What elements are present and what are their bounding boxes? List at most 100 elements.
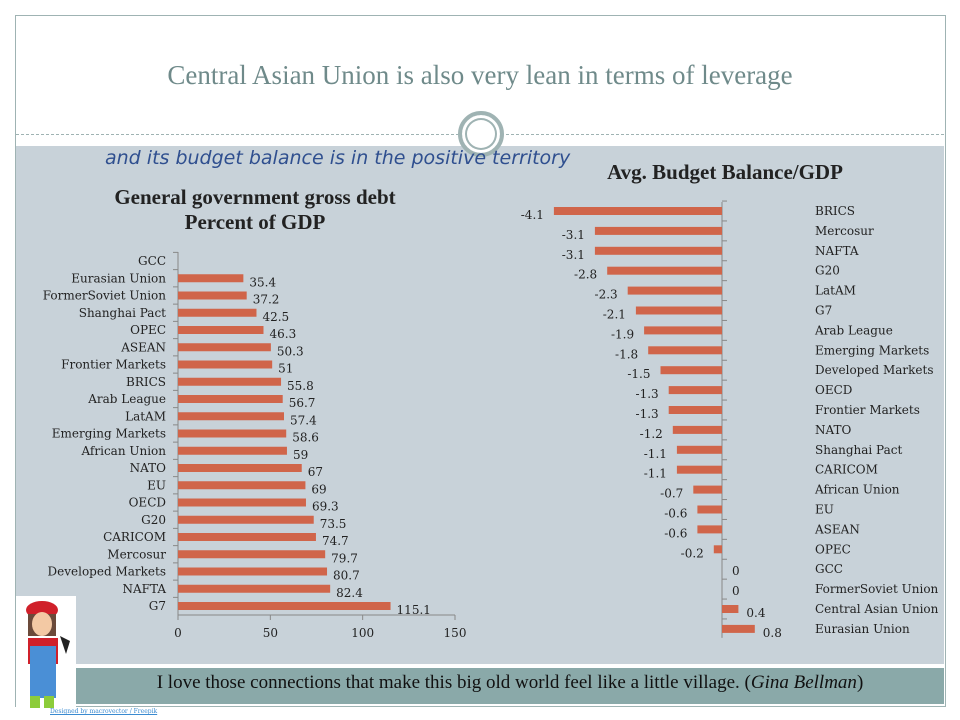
slide-title: Central Asian Union is also very lean in… <box>167 60 793 90</box>
category-label: OPEC <box>815 542 851 556</box>
bar <box>635 306 722 315</box>
bar <box>178 429 287 438</box>
category-label: ASEAN <box>814 522 860 536</box>
data-label: 79.7 <box>331 551 358 565</box>
bar <box>178 412 284 421</box>
bar <box>660 366 722 375</box>
category-label: BRICS <box>815 204 855 218</box>
content-area <box>16 146 944 664</box>
data-label: 0.4 <box>746 606 765 620</box>
category-label: NAFTA <box>815 244 859 258</box>
quote-author: Gina Bellman <box>750 672 857 693</box>
data-label: -0.7 <box>660 487 683 501</box>
data-label: 51 <box>278 362 293 376</box>
data-label: 69.3 <box>312 500 339 514</box>
data-label: -3.1 <box>562 228 585 242</box>
category-label: OECD <box>129 496 166 510</box>
bar <box>627 286 722 295</box>
bar <box>553 207 722 215</box>
category-label: NATO <box>815 423 852 437</box>
data-label: 35.4 <box>249 275 276 289</box>
category-label: Arab League <box>814 323 893 337</box>
bar <box>178 326 264 334</box>
chart-title-budget: Avg. Budget Balance/GDP <box>607 160 843 184</box>
gardener-illustration <box>16 596 76 714</box>
category-label: Eurasian Union <box>71 271 166 285</box>
data-label: -1.8 <box>615 347 638 361</box>
bar <box>594 246 722 255</box>
category-label: BRICS <box>126 375 166 389</box>
category-label: Arab League <box>87 392 166 406</box>
category-label: OPEC <box>130 323 166 337</box>
data-label: 59 <box>293 448 308 462</box>
bar <box>178 498 306 507</box>
bar <box>178 533 316 541</box>
category-label: African Union <box>80 444 166 458</box>
category-label: Developed Markets <box>48 565 166 579</box>
bar <box>178 274 244 283</box>
data-label: -1.1 <box>644 467 667 481</box>
bar <box>644 326 722 335</box>
data-label: 74.7 <box>322 534 349 548</box>
category-label: Eurasian Union <box>815 622 910 636</box>
category-label: Mercosur <box>815 224 874 238</box>
bar <box>676 465 722 474</box>
category-label: NAFTA <box>122 582 166 596</box>
category-label: EU <box>815 503 834 517</box>
data-label: -1.5 <box>627 367 650 381</box>
bar <box>676 445 722 454</box>
data-label: 0 <box>732 564 740 578</box>
quote-text: I love those connections that make this … <box>156 672 751 693</box>
data-label: 42.5 <box>262 310 289 324</box>
data-label: -2.3 <box>595 288 618 302</box>
category-label: GCC <box>138 254 166 268</box>
bar <box>178 602 391 610</box>
category-label: FormerSoviet Union <box>815 582 939 596</box>
bar <box>178 567 328 576</box>
bar <box>697 505 722 514</box>
bar <box>178 395 283 403</box>
credit-link[interactable]: Designed by macrovector / Freepik <box>50 708 158 715</box>
circle-ornament <box>458 111 504 157</box>
data-label: 46.3 <box>270 327 297 341</box>
category-label: GCC <box>815 562 843 576</box>
data-label: -1.1 <box>644 447 667 461</box>
x-tick-label: 0 <box>174 626 182 640</box>
data-label: 37.2 <box>253 293 280 307</box>
bar <box>697 525 722 534</box>
category-label: Shanghai Pact <box>815 443 902 457</box>
category-label: Shanghai Pact <box>79 306 166 320</box>
bar <box>178 464 302 472</box>
category-label: LatAM <box>125 409 166 423</box>
category-label: EU <box>147 478 166 492</box>
slide-frame <box>15 15 946 707</box>
data-label: -0.2 <box>681 546 704 560</box>
data-label: 50.3 <box>277 344 304 358</box>
category-label: Mercosur <box>107 547 166 561</box>
data-label: 58.6 <box>292 431 319 445</box>
category-label: ASEAN <box>120 340 166 354</box>
category-label: LatAM <box>815 284 856 298</box>
bar <box>178 515 314 524</box>
bar <box>722 624 755 633</box>
data-label: -0.6 <box>664 526 687 540</box>
bar <box>178 360 273 369</box>
bar <box>178 481 306 490</box>
slide-subtitle: and its budget balance is in the positiv… <box>105 147 571 169</box>
data-label: 67 <box>308 465 323 479</box>
category-label: Frontier Markets <box>815 403 920 417</box>
category-label: African Union <box>814 483 900 497</box>
bar <box>178 550 326 559</box>
category-label: Frontier Markets <box>61 358 166 372</box>
bar <box>668 406 722 414</box>
bar <box>672 425 722 434</box>
category-label: G20 <box>815 264 840 278</box>
data-label: 0 <box>732 584 740 598</box>
x-tick-label: 100 <box>351 626 374 640</box>
category-label: OECD <box>815 383 852 397</box>
data-label: 73.5 <box>320 517 347 531</box>
data-label: -1.9 <box>611 327 634 341</box>
category-label: Emerging Markets <box>52 427 166 441</box>
bar <box>648 346 722 355</box>
